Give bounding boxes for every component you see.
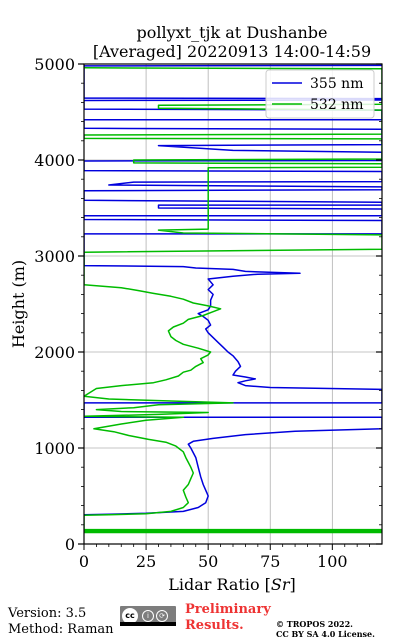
cc-icon: cc: [122, 608, 138, 624]
y-tick-label: 2000: [34, 343, 75, 362]
lidar-ratio-chart: pollyxt_tjk at Dushanbe [Averaged] 20220…: [9, 23, 383, 594]
y-tick-label: 5000: [34, 55, 75, 74]
version-text: Version: 3.5: [8, 606, 87, 621]
grid-lines: [83, 63, 382, 545]
x-tick-label: 75: [260, 552, 280, 571]
x-axis-label: Lidar Ratio [Sr]: [168, 575, 296, 594]
by-icon: i: [142, 610, 154, 622]
legend: 355 nm 532 nm: [265, 69, 375, 119]
series-line-0: [84, 64, 382, 516]
series-line-1: [84, 67, 382, 534]
preliminary-line1: Preliminary: [185, 602, 271, 617]
y-tick-label: 0: [65, 535, 75, 554]
y-axis-label: Height (m): [9, 260, 28, 348]
x-tick-label: 25: [136, 552, 156, 571]
version-info: Version: 3.5 Method: Raman: [8, 606, 114, 638]
legend-box: [265, 69, 375, 119]
legend-label-532: 532 nm: [310, 97, 363, 113]
copyright-line1: © TROPOS 2022.: [276, 619, 353, 629]
preliminary-results: Preliminary Results.: [185, 602, 271, 634]
legend-label-355: 355 nm: [310, 76, 363, 92]
x-tick-label: 100: [317, 552, 348, 571]
preliminary-line2: Results.: [185, 618, 244, 633]
x-tick-label: 0: [79, 552, 89, 571]
chart-title-line1: pollyxt_tjk at Dushanbe: [136, 23, 327, 42]
series-lines: [84, 64, 382, 534]
chart-title-line2: [Averaged] 20220913 14:00-14:59: [93, 42, 371, 61]
copyright: © TROPOS 2022. CC BY SA 4.0 License.: [276, 619, 375, 639]
copyright-line2: CC BY SA 4.0 License.: [276, 629, 375, 639]
x-tick-label: 50: [198, 552, 218, 571]
sa-icon: ⟳: [156, 610, 168, 622]
logo-strip: [120, 622, 176, 626]
y-tick-label: 3000: [34, 247, 75, 266]
plot-frame: [83, 63, 383, 545]
method-text: Method: Raman: [8, 622, 114, 637]
cc-by-sa-logo: cc i ⟳: [120, 606, 176, 626]
y-tick-label: 4000: [34, 151, 75, 170]
y-tick-label: 1000: [34, 439, 75, 458]
